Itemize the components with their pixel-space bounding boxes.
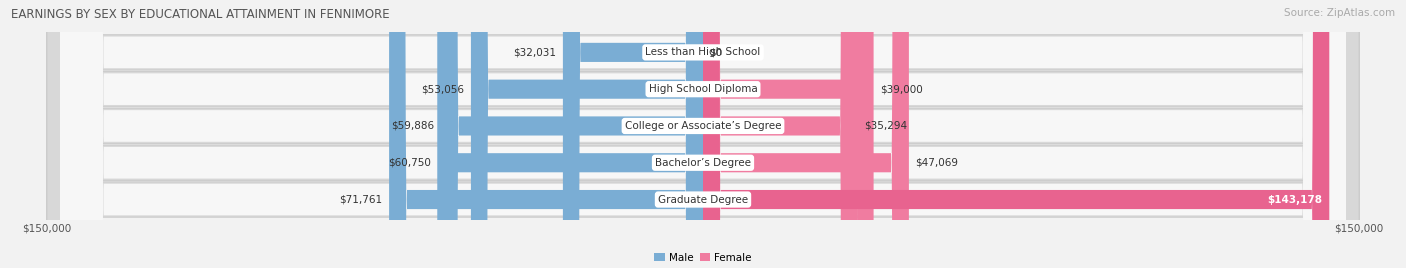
Text: $53,056: $53,056 bbox=[422, 84, 464, 94]
FancyBboxPatch shape bbox=[46, 0, 1360, 268]
Text: $35,294: $35,294 bbox=[863, 121, 907, 131]
Text: $59,886: $59,886 bbox=[391, 121, 434, 131]
Text: $0: $0 bbox=[710, 47, 723, 57]
FancyBboxPatch shape bbox=[46, 0, 1360, 268]
Text: High School Diploma: High School Diploma bbox=[648, 84, 758, 94]
FancyBboxPatch shape bbox=[60, 0, 1346, 268]
Text: $39,000: $39,000 bbox=[880, 84, 922, 94]
Text: College or Associate’s Degree: College or Associate’s Degree bbox=[624, 121, 782, 131]
Text: $143,178: $143,178 bbox=[1268, 195, 1323, 204]
Legend: Male, Female: Male, Female bbox=[650, 249, 756, 267]
FancyBboxPatch shape bbox=[437, 0, 703, 268]
Text: $71,761: $71,761 bbox=[339, 195, 382, 204]
FancyBboxPatch shape bbox=[703, 0, 908, 268]
Text: $32,031: $32,031 bbox=[513, 47, 557, 57]
FancyBboxPatch shape bbox=[60, 0, 1346, 268]
Text: $60,750: $60,750 bbox=[388, 158, 430, 168]
FancyBboxPatch shape bbox=[60, 0, 1346, 268]
FancyBboxPatch shape bbox=[703, 0, 873, 268]
Text: Less than High School: Less than High School bbox=[645, 47, 761, 57]
Text: EARNINGS BY SEX BY EDUCATIONAL ATTAINMENT IN FENNIMORE: EARNINGS BY SEX BY EDUCATIONAL ATTAINMEN… bbox=[11, 8, 389, 21]
Text: Source: ZipAtlas.com: Source: ZipAtlas.com bbox=[1284, 8, 1395, 18]
FancyBboxPatch shape bbox=[441, 0, 703, 268]
FancyBboxPatch shape bbox=[46, 0, 1360, 268]
Text: $47,069: $47,069 bbox=[915, 158, 959, 168]
FancyBboxPatch shape bbox=[60, 0, 1346, 268]
FancyBboxPatch shape bbox=[389, 0, 703, 268]
FancyBboxPatch shape bbox=[60, 0, 1346, 268]
FancyBboxPatch shape bbox=[471, 0, 703, 268]
FancyBboxPatch shape bbox=[703, 0, 858, 268]
FancyBboxPatch shape bbox=[703, 0, 1329, 268]
Text: Graduate Degree: Graduate Degree bbox=[658, 195, 748, 204]
Text: Bachelor’s Degree: Bachelor’s Degree bbox=[655, 158, 751, 168]
FancyBboxPatch shape bbox=[46, 0, 1360, 268]
FancyBboxPatch shape bbox=[562, 0, 703, 268]
FancyBboxPatch shape bbox=[46, 0, 1360, 268]
